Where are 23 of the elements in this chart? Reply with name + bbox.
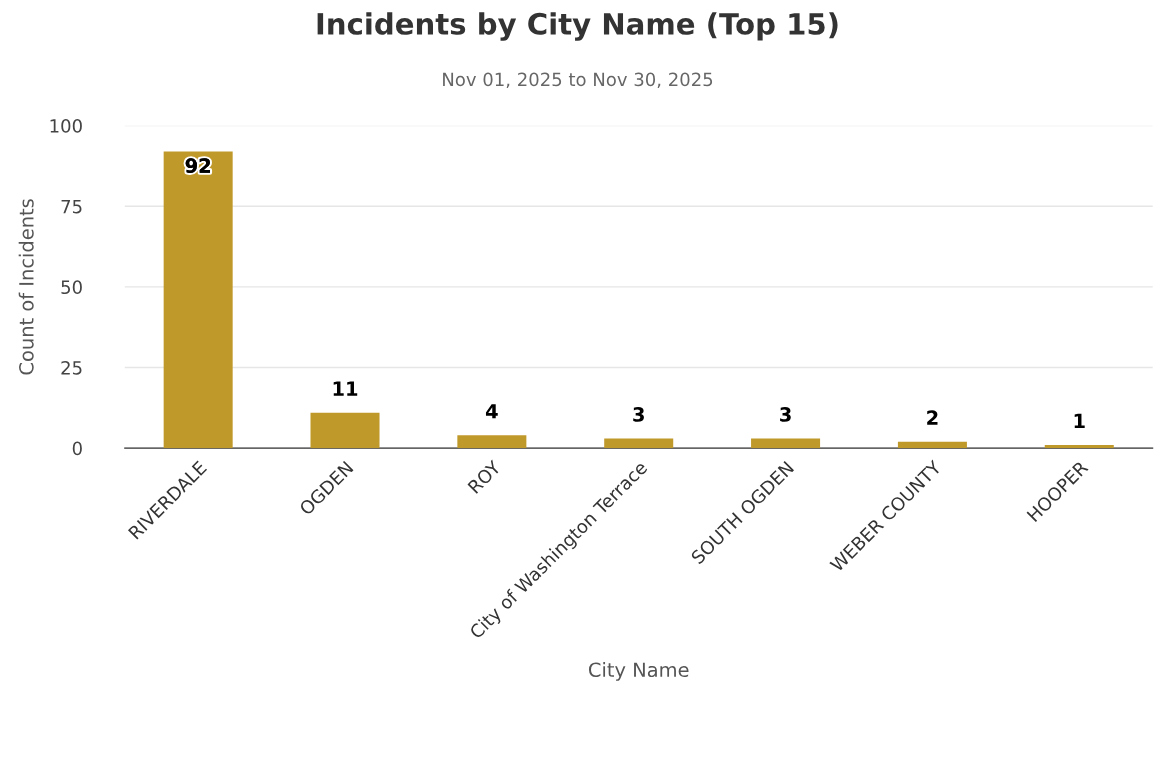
- y-tick-label: 100: [50, 119, 82, 133]
- y-tick-label: 0: [72, 441, 82, 456]
- bar: [604, 438, 674, 449]
- chart-subtitle: Nov 01, 2025 to Nov 30, 2025: [443, 72, 713, 89]
- data-label: 4: [485, 404, 498, 419]
- y-tick-label: 50: [61, 280, 82, 295]
- data-label: 3: [780, 407, 791, 422]
- bar: [751, 438, 821, 449]
- x-axis-title: City Name: [588, 662, 689, 681]
- bar: [897, 441, 967, 449]
- data-label: 2: [927, 410, 938, 425]
- data-label: 3: [633, 407, 644, 422]
- bar: [457, 435, 527, 449]
- y-tick-label: 25: [61, 360, 82, 375]
- y-tick-label: 75: [61, 199, 82, 214]
- data-label: 92: [185, 158, 211, 173]
- chart-title: Incidents by City Name (Top 15): [317, 12, 838, 41]
- bar: [163, 151, 233, 449]
- bar: [1044, 444, 1114, 449]
- data-label: 11: [333, 381, 358, 396]
- bar: [310, 412, 380, 449]
- data-label: 1: [1074, 413, 1085, 428]
- y-axis-title: Count of Incidents: [18, 199, 34, 375]
